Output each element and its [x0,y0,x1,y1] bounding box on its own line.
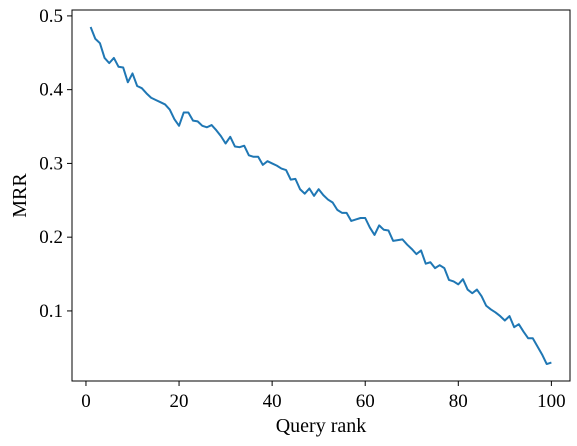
x-tick-label: 0 [81,391,91,412]
x-tick-label: 20 [170,391,189,412]
x-axis-label: Query rank [276,415,367,437]
y-axis-label: MRR [9,173,31,218]
x-tick-label: 100 [537,391,566,412]
x-tick-label: 40 [263,391,282,412]
x-axis-ticks: 0 20 40 60 80 100 [81,381,566,412]
y-tick-label: 0.2 [39,227,63,248]
y-tick-label: 0.5 [39,6,63,27]
y-axis-ticks: 0.1 0.2 0.3 0.4 0.5 [39,6,72,322]
y-tick-label: 0.4 [39,80,63,101]
y-tick-label: 0.3 [39,153,63,174]
plot-area [71,9,571,382]
x-tick-label: 80 [449,391,468,412]
x-tick-label: 60 [356,391,375,412]
series-line [89,26,552,366]
y-tick-label: 0.1 [39,301,63,322]
